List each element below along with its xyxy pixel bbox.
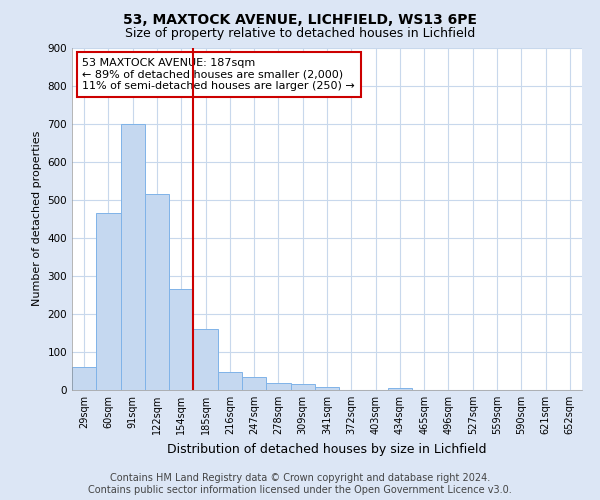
Bar — [145, 194, 169, 390]
Text: Size of property relative to detached houses in Lichfield: Size of property relative to detached ho… — [125, 28, 475, 40]
Bar — [266, 383, 290, 390]
Bar — [96, 213, 121, 390]
Bar — [315, 387, 339, 390]
Y-axis label: Number of detached properties: Number of detached properties — [32, 131, 42, 306]
Text: Contains HM Land Registry data © Crown copyright and database right 2024.
Contai: Contains HM Land Registry data © Crown c… — [88, 474, 512, 495]
Text: 53, MAXTOCK AVENUE, LICHFIELD, WS13 6PE: 53, MAXTOCK AVENUE, LICHFIELD, WS13 6PE — [123, 12, 477, 26]
Bar — [242, 378, 266, 390]
Bar — [290, 384, 315, 390]
Bar — [193, 329, 218, 390]
Bar — [388, 388, 412, 390]
Bar — [218, 372, 242, 390]
X-axis label: Distribution of detached houses by size in Lichfield: Distribution of detached houses by size … — [167, 442, 487, 456]
Bar — [169, 289, 193, 390]
Bar — [121, 124, 145, 390]
Text: 53 MAXTOCK AVENUE: 187sqm
← 89% of detached houses are smaller (2,000)
11% of se: 53 MAXTOCK AVENUE: 187sqm ← 89% of detac… — [82, 58, 355, 91]
Bar — [72, 367, 96, 390]
